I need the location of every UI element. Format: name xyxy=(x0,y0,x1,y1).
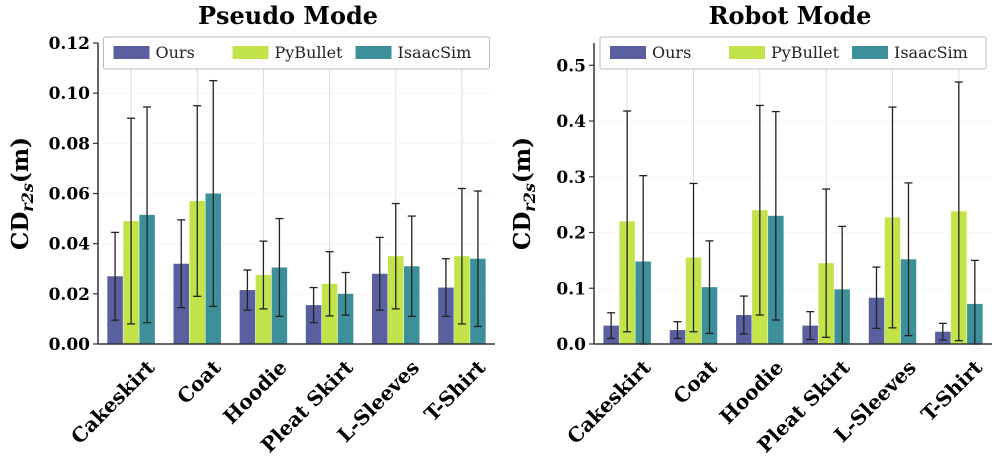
x-tick-label: T-Shirt xyxy=(916,355,987,426)
bar-ours-hoodie xyxy=(239,290,256,344)
y-tick-label: 0.0 xyxy=(556,335,586,355)
y-tick-label: 0.2 xyxy=(556,224,586,244)
y-tick-label: 0.04 xyxy=(49,235,91,255)
y-tick-label: 0.10 xyxy=(49,84,91,104)
legend-label-pybullet: PyBullet xyxy=(771,43,840,62)
legend-label-pybullet: PyBullet xyxy=(275,43,344,62)
legend-box xyxy=(599,36,987,70)
x-tick-label: Coat xyxy=(172,355,226,409)
legend-label-ours: Ours xyxy=(156,43,195,62)
chart-title: Robot Mode xyxy=(709,1,872,30)
legend-swatch-isaacsim xyxy=(852,46,888,59)
panel-1: 0.00 0.02 0.04 0.06 0.08 0.10 0.12 Cakeskirt Coa… xyxy=(7,1,495,457)
y-tick-label: 0.08 xyxy=(49,134,90,154)
legend-swatch-pybullet xyxy=(232,46,269,59)
x-tick-label: T-Shirt xyxy=(419,355,490,426)
legend-swatch-isaacsim xyxy=(355,46,392,59)
y-tick-label: 0.4 xyxy=(556,112,586,132)
x-tick-label: Coat xyxy=(668,355,722,409)
y-tick-label: 0.02 xyxy=(49,285,90,305)
y-tick-label: 0.1 xyxy=(556,279,586,299)
legend-swatch-ours xyxy=(610,46,646,59)
y-tick-label: 0.06 xyxy=(49,185,90,205)
y-tick-label: 0.12 xyxy=(49,34,90,54)
y-axis-label: CDr2s(m) xyxy=(7,137,37,250)
x-tick-label: Cakeskirt xyxy=(66,355,160,449)
y-tick-label: 0.3 xyxy=(556,168,586,188)
bar-ours-pleat-skirt xyxy=(305,305,322,344)
legend-swatch-ours xyxy=(113,46,150,59)
y-axis-label: CDr2s(m) xyxy=(509,137,539,250)
legend-label-isaacsim: IsaacSim xyxy=(894,43,968,62)
y-tick-label: 0.5 xyxy=(556,56,586,76)
y-tick-label: 0.00 xyxy=(49,335,91,355)
legend-label-ours: Ours xyxy=(652,43,691,62)
chart-title: Pseudo Mode xyxy=(198,1,378,30)
legend-box xyxy=(103,36,490,70)
x-tick-label: Cakeskirt xyxy=(562,355,656,449)
legend-label-isaacsim: IsaacSim xyxy=(398,43,472,62)
legend-swatch-pybullet xyxy=(729,46,765,59)
bar-isaacsim-pleat-skirt xyxy=(337,293,354,344)
